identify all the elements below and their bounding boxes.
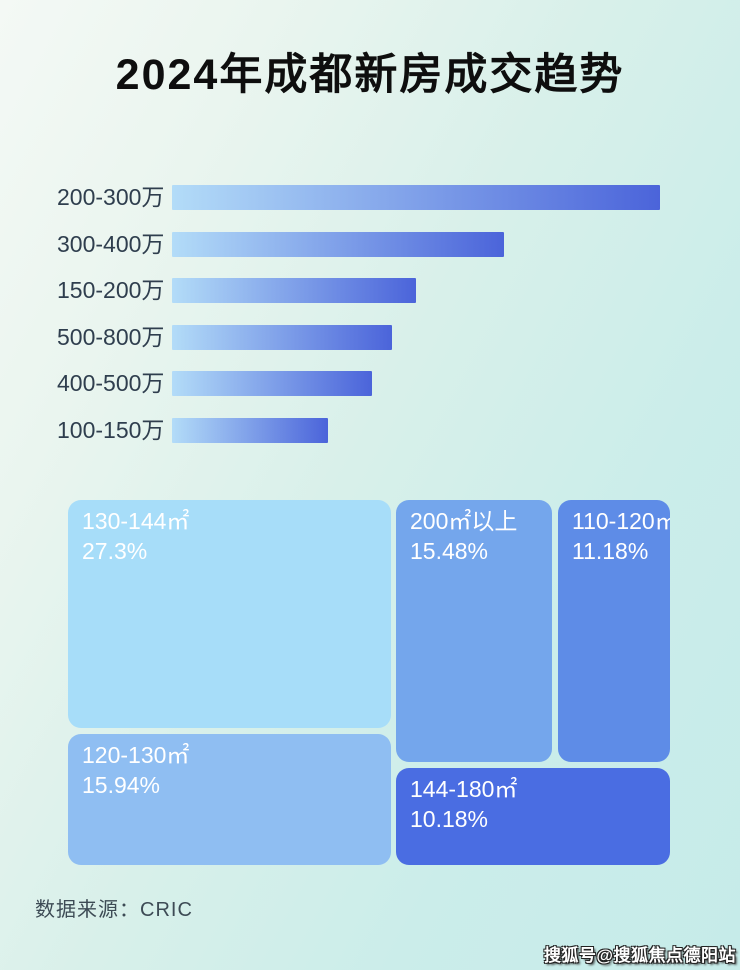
watermark: 搜狐号@搜狐焦点德阳站 — [543, 946, 736, 965]
price-bar-chart: 200-300万 300-400万 150-200万 500-800万 400-500万… — [57, 185, 662, 443]
bar — [172, 278, 416, 303]
treemap-box: 144-180㎡ 10.18% — [396, 768, 670, 865]
bar-row: 400-500万 — [57, 371, 662, 396]
treemap-box: 110-120㎡ 11.18% — [558, 500, 670, 762]
bar-category-label: 300-400万 — [57, 230, 165, 257]
treemap-box-label: 130-144㎡ — [82, 508, 190, 534]
bar-row: 300-400万 — [57, 230, 662, 257]
bar-category-label: 100-150万 — [57, 416, 165, 443]
treemap-box-value: 10.18% — [410, 806, 489, 832]
bar — [172, 185, 660, 210]
treemap-box-label: 120-130㎡ — [82, 742, 190, 768]
bar-category-label: 400-500万 — [57, 370, 165, 396]
bar-track — [172, 278, 660, 303]
data-source-label: 数据来源：CRIC — [35, 899, 193, 921]
area-treemap: 130-144㎡ 27.3% 200㎡以上 15.48% 110-120㎡ 11.18% 1… — [65, 498, 670, 868]
bar-track — [172, 185, 660, 210]
bar-track — [172, 371, 660, 396]
treemap-box-value: 27.3% — [82, 538, 148, 564]
treemap-box-label: 110-120㎡ — [572, 508, 670, 534]
bar-category-label: 500-800万 — [57, 323, 165, 350]
treemap-box: 130-144㎡ 27.3% — [68, 500, 391, 728]
bar-row: 100-150万 — [57, 416, 662, 443]
bar-row: 200-300万 — [57, 185, 662, 210]
treemap-box: 120-130㎡ 15.94% — [68, 734, 391, 865]
bar-category-label: 200-300万 — [57, 184, 165, 210]
bar-track — [172, 324, 660, 350]
page-title: 2024年成都新房成交趋势 — [115, 51, 625, 99]
treemap-box-label: 144-180㎡ — [410, 776, 518, 802]
treemap-box-value: 15.94% — [82, 772, 161, 798]
bar — [172, 231, 504, 257]
treemap-box: 200㎡以上 15.48% — [396, 500, 552, 762]
bar — [172, 324, 392, 350]
bar-category-label: 150-200万 — [57, 277, 165, 303]
treemap-box-value: 15.48% — [410, 538, 489, 564]
treemap-box-value: 11.18% — [572, 538, 649, 564]
bar — [172, 371, 373, 396]
bar-row: 150-200万 — [57, 278, 662, 303]
treemap-box-label: 200㎡以上 — [410, 508, 518, 534]
bar-track — [172, 417, 660, 443]
bar-track — [172, 231, 660, 257]
bar — [172, 417, 329, 443]
bar-row: 500-800万 — [57, 323, 662, 350]
